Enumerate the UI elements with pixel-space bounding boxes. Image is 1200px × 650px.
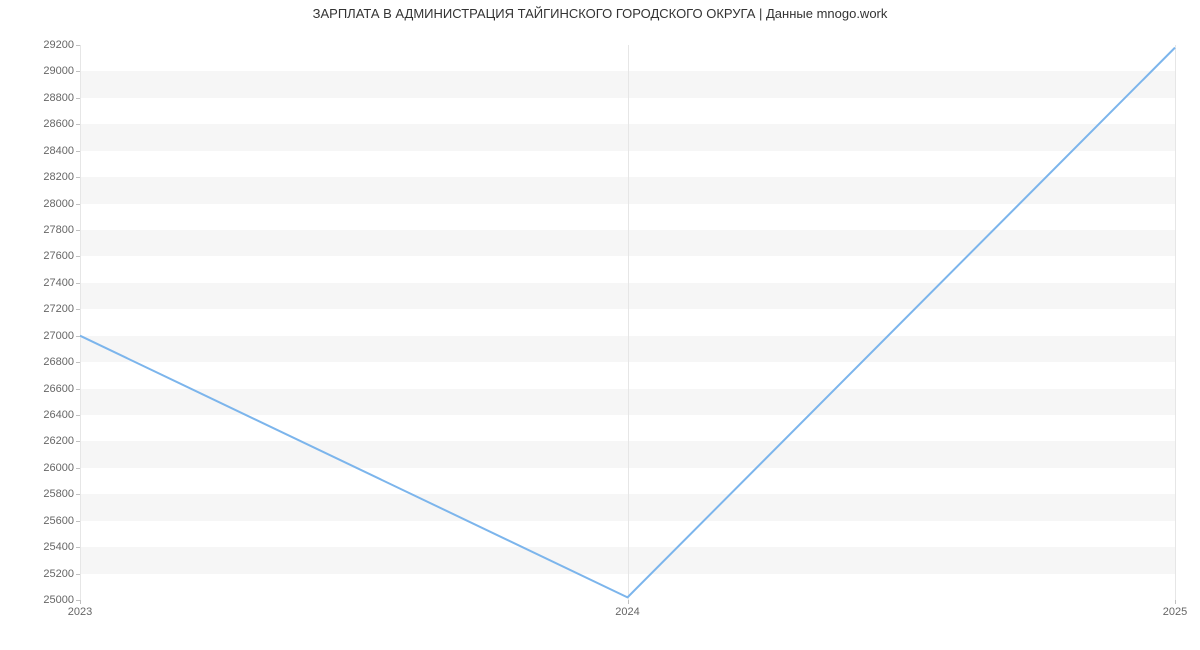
y-tick-mark: [76, 574, 80, 575]
x-tick-mark: [1175, 600, 1176, 604]
x-tick-mark: [80, 600, 81, 604]
y-tick-label: 29200: [43, 39, 80, 51]
y-tick-label: 29000: [43, 65, 80, 77]
y-tick-mark: [76, 309, 80, 310]
y-tick-label: 26600: [43, 383, 80, 395]
y-tick-label: 28600: [43, 118, 80, 130]
y-tick-label: 27200: [43, 303, 80, 315]
y-tick-mark: [76, 98, 80, 99]
y-tick-label: 25200: [43, 568, 80, 580]
y-tick-mark: [76, 415, 80, 416]
plot-area: 2500025200254002560025800260002620026400…: [80, 45, 1175, 600]
y-tick-label: 27000: [43, 330, 80, 342]
y-tick-label: 26400: [43, 409, 80, 421]
chart-title: ЗАРПЛАТА В АДМИНИСТРАЦИЯ ТАЙГИНСКОГО ГОР…: [0, 6, 1200, 21]
line-series: [80, 45, 1175, 600]
y-tick-mark: [76, 468, 80, 469]
y-tick-mark: [76, 204, 80, 205]
y-tick-mark: [76, 336, 80, 337]
y-tick-mark: [76, 494, 80, 495]
y-tick-mark: [76, 151, 80, 152]
y-tick-mark: [76, 177, 80, 178]
y-tick-mark: [76, 521, 80, 522]
y-tick-mark: [76, 547, 80, 548]
y-tick-label: 27600: [43, 250, 80, 262]
y-tick-label: 26800: [43, 356, 80, 368]
y-tick-mark: [76, 389, 80, 390]
y-tick-label: 26000: [43, 462, 80, 474]
y-tick-label: 26200: [43, 435, 80, 447]
y-tick-label: 28800: [43, 92, 80, 104]
y-tick-label: 27400: [43, 277, 80, 289]
y-tick-mark: [76, 283, 80, 284]
y-tick-label: 28400: [43, 145, 80, 157]
y-tick-mark: [76, 230, 80, 231]
salary-line: [80, 48, 1175, 598]
x-gridline: [1175, 45, 1176, 600]
y-tick-label: 25800: [43, 488, 80, 500]
y-tick-label: 25400: [43, 541, 80, 553]
x-tick-mark: [628, 600, 629, 604]
y-tick-mark: [76, 124, 80, 125]
y-tick-mark: [76, 71, 80, 72]
y-tick-label: 27800: [43, 224, 80, 236]
y-tick-label: 25600: [43, 515, 80, 527]
y-tick-mark: [76, 45, 80, 46]
y-tick-label: 28000: [43, 198, 80, 210]
y-tick-mark: [76, 441, 80, 442]
y-tick-mark: [76, 256, 80, 257]
y-tick-label: 28200: [43, 171, 80, 183]
y-tick-mark: [76, 362, 80, 363]
